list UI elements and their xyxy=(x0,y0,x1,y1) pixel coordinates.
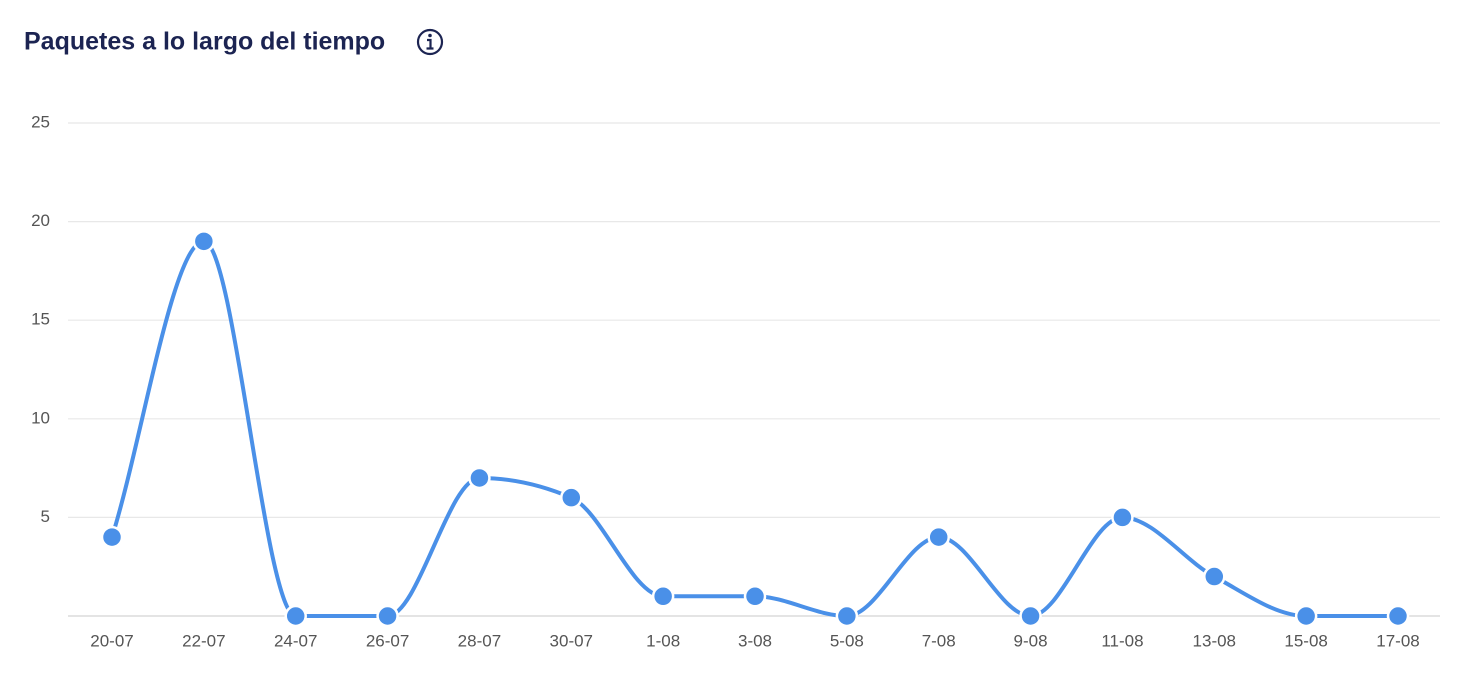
point xyxy=(1203,565,1226,588)
x-tick-label: 1-08 xyxy=(646,631,680,650)
point xyxy=(468,466,491,490)
y-tick-label: 15 xyxy=(31,310,50,329)
y-tick-label: 20 xyxy=(31,211,50,230)
y-tick-label: 5 xyxy=(41,507,50,526)
x-tick-label: 13-08 xyxy=(1193,631,1236,650)
point xyxy=(284,604,307,628)
y-tick-label: 25 xyxy=(31,112,50,131)
x-tick-label: 7-08 xyxy=(922,631,956,650)
chart-title: Paquetes a lo largo del tiempo xyxy=(24,28,385,56)
point xyxy=(1294,604,1318,628)
x-tick-label: 15-08 xyxy=(1284,631,1327,650)
point xyxy=(376,604,399,628)
point xyxy=(100,525,124,549)
y-tick-label: 10 xyxy=(31,408,50,427)
x-tick-label: 30-07 xyxy=(550,631,593,650)
point xyxy=(1111,506,1134,529)
line xyxy=(110,239,1398,619)
x-tick-label: 26-07 xyxy=(366,631,409,650)
info-icon[interactable] xyxy=(416,28,444,56)
x-tick-label: 22-07 xyxy=(182,631,225,650)
point xyxy=(192,230,216,253)
point xyxy=(560,486,583,509)
x-tick-label: 17-08 xyxy=(1376,631,1419,650)
point xyxy=(927,525,950,549)
x-tick-label: 28-07 xyxy=(458,631,501,650)
point xyxy=(1019,604,1042,628)
x-tick-label: 11-08 xyxy=(1101,631,1143,650)
point xyxy=(1386,604,1410,628)
x-tick-label: 3-08 xyxy=(738,631,772,650)
point xyxy=(835,604,859,628)
x-tick-label: 20-07 xyxy=(90,631,133,650)
point xyxy=(743,585,767,608)
x-tick-label: 9-08 xyxy=(1014,631,1048,650)
point xyxy=(651,585,675,608)
x-tick-label: 5-08 xyxy=(830,631,864,650)
x-tick-label: 24-07 xyxy=(274,631,317,650)
